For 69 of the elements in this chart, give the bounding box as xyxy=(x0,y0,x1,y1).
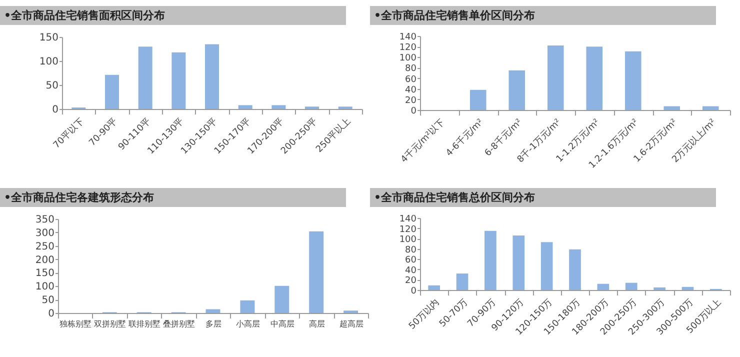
bar xyxy=(625,282,638,290)
bar xyxy=(206,309,220,313)
bar xyxy=(569,249,581,290)
bar xyxy=(138,46,152,109)
y-tick-label: 0 xyxy=(410,286,417,296)
y-tick-label: 20 xyxy=(405,276,417,286)
bar xyxy=(540,242,553,290)
y-tick-label: 150 xyxy=(35,268,54,280)
y-tick-label: 50 xyxy=(46,80,58,92)
bar xyxy=(240,300,255,313)
chart-title: •全市商品住宅销售单价区间分布 xyxy=(370,6,716,25)
bar xyxy=(309,231,324,313)
y-tick-label: 120 xyxy=(399,224,417,235)
chart-title: •全市商品住宅销售总价区间分布 xyxy=(370,188,716,207)
y-tick-label: 60 xyxy=(405,256,417,266)
y-tick-label: 80 xyxy=(405,64,417,74)
bar xyxy=(484,230,496,290)
y-tick-label: 100 xyxy=(39,56,58,68)
x-tick-label: 70平以下 xyxy=(51,116,86,151)
y-tick-label: 140 xyxy=(399,214,417,224)
y-tick-label: 0 xyxy=(52,104,58,116)
y-tick-label: 100 xyxy=(399,54,417,64)
y-tick-label: 250 xyxy=(35,241,54,252)
y-tick-label: 40 xyxy=(405,266,417,276)
y-tick-label: 140 xyxy=(399,32,417,42)
x-tick-label: 小高层 xyxy=(236,320,260,328)
chart-title: •全市商品住宅各建筑形态分布 xyxy=(0,188,346,207)
y-tick-label: 150 xyxy=(39,32,58,44)
y-tick-label: 20 xyxy=(405,96,417,106)
bar xyxy=(508,70,526,110)
bar xyxy=(456,274,468,290)
y-tick-label: 200 xyxy=(35,254,54,266)
x-tick-label: 双拼别墅 xyxy=(94,320,126,328)
bar xyxy=(512,235,525,290)
y-tick-label: 120 xyxy=(399,43,417,54)
chart-title: •全市商品住宅销售面积区间分布 xyxy=(0,6,346,25)
y-tick-label: 100 xyxy=(399,235,417,246)
x-tick-label: 独栋别墅 xyxy=(60,320,92,328)
y-tick-label: 100 xyxy=(35,282,54,293)
bar xyxy=(654,287,666,290)
bar xyxy=(682,286,694,290)
x-tick-label: 超高层 xyxy=(339,320,364,328)
y-tick-label: 40 xyxy=(405,85,417,96)
bar xyxy=(238,105,252,109)
bar xyxy=(586,46,603,110)
bar xyxy=(105,74,119,109)
bar xyxy=(272,105,286,109)
x-tick-label: 高层 xyxy=(308,320,325,328)
y-tick-label: 50 xyxy=(42,295,54,306)
bar xyxy=(172,52,186,109)
x-tick-label: 中高层 xyxy=(270,320,294,328)
y-tick-label: 300 xyxy=(35,228,54,239)
y-tick-label: 350 xyxy=(35,214,54,226)
bar xyxy=(547,46,564,110)
y-tick-label: 60 xyxy=(405,74,417,85)
bar xyxy=(702,106,719,110)
bar xyxy=(428,285,440,290)
y-tick-label: 0 xyxy=(48,308,54,320)
bar xyxy=(470,90,486,110)
bar xyxy=(624,51,642,110)
bar xyxy=(205,44,219,109)
x-tick-label: 多层 xyxy=(206,320,222,328)
x-tick-label: 叠拼别墅 xyxy=(163,320,196,328)
bar xyxy=(664,106,680,110)
bar xyxy=(597,284,610,290)
y-tick-label: 80 xyxy=(405,245,417,256)
bar xyxy=(274,286,290,313)
x-tick-label: 联排别墅 xyxy=(128,320,161,328)
y-tick-label: 0 xyxy=(410,106,417,116)
